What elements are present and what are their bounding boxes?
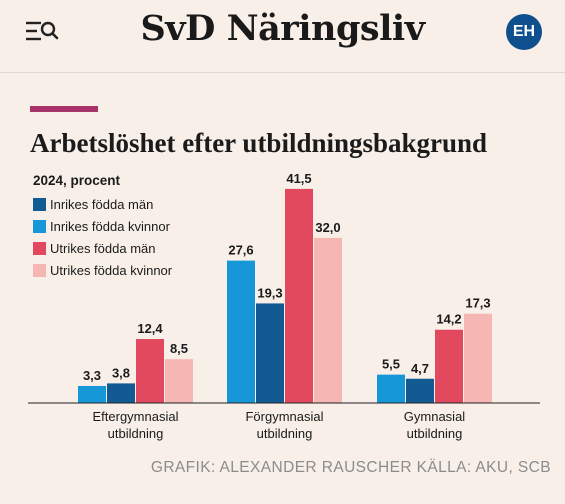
data-label: 8,5: [170, 341, 188, 356]
legend-swatch: [33, 241, 46, 255]
bar: [227, 260, 255, 403]
bar: [377, 374, 405, 403]
data-label: 12,4: [137, 321, 163, 336]
legend-label: Inrikes födda män: [50, 196, 154, 212]
data-label: 17,3: [465, 296, 490, 311]
bar: [406, 378, 434, 403]
legend-label: Utrikes födda kvinnor: [50, 262, 173, 278]
legend-swatch: [33, 197, 46, 211]
bar: [314, 237, 342, 403]
data-label: 27,6: [228, 243, 253, 258]
data-label: 3,3: [83, 368, 101, 383]
bar: [165, 359, 193, 403]
bar: [435, 329, 463, 403]
app-header: SvD Näringsliv EH: [0, 0, 565, 73]
bar: [256, 303, 284, 403]
accent-bar: [30, 106, 98, 112]
data-label: 4,7: [411, 361, 429, 376]
brand-logo[interactable]: SvD Näringsliv: [140, 8, 425, 49]
chart-subtitle: 2024, procent: [33, 173, 121, 188]
category-label: Förgymnasial utbildning: [245, 409, 323, 441]
data-label: 5,5: [382, 357, 400, 372]
chart-legend: 2024, procent Inrikes födda män Inrikes f…: [33, 173, 172, 281]
bar: [464, 313, 492, 403]
data-label: 32,0: [315, 220, 340, 235]
chart-title: Arbetslöshet efter utbildningsbakgrund: [30, 128, 488, 158]
legend-label: Inrikes födda kvinnor: [50, 218, 170, 234]
bar: [78, 385, 106, 403]
data-label: 19,3: [257, 285, 282, 300]
data-label: 14,2: [436, 312, 461, 327]
data-label: 3,8: [112, 365, 130, 380]
bar: [285, 188, 313, 403]
avatar[interactable]: EH: [506, 14, 542, 50]
legend-item: Utrikes födda kvinnor: [33, 259, 172, 281]
category-label: Eftergymnasial utbildning: [93, 409, 179, 441]
legend-item: Inrikes födda män: [33, 193, 172, 215]
data-label: 41,5: [286, 171, 311, 186]
category-label: Gymnasial utbildning: [404, 409, 466, 441]
bar: [107, 383, 135, 403]
legend-swatch: [33, 263, 46, 277]
legend-item: Inrikes födda kvinnor: [33, 215, 172, 237]
legend-item: Utrikes födda män: [33, 237, 172, 259]
bar: [136, 339, 164, 403]
legend-label: Utrikes födda män: [50, 240, 156, 256]
menu-search-icon[interactable]: [24, 18, 60, 46]
graphic-credit: GRAFIK: ALEXANDER RAUSCHER KÄLLA: AKU, S…: [150, 459, 551, 476]
legend-swatch: [33, 219, 46, 233]
